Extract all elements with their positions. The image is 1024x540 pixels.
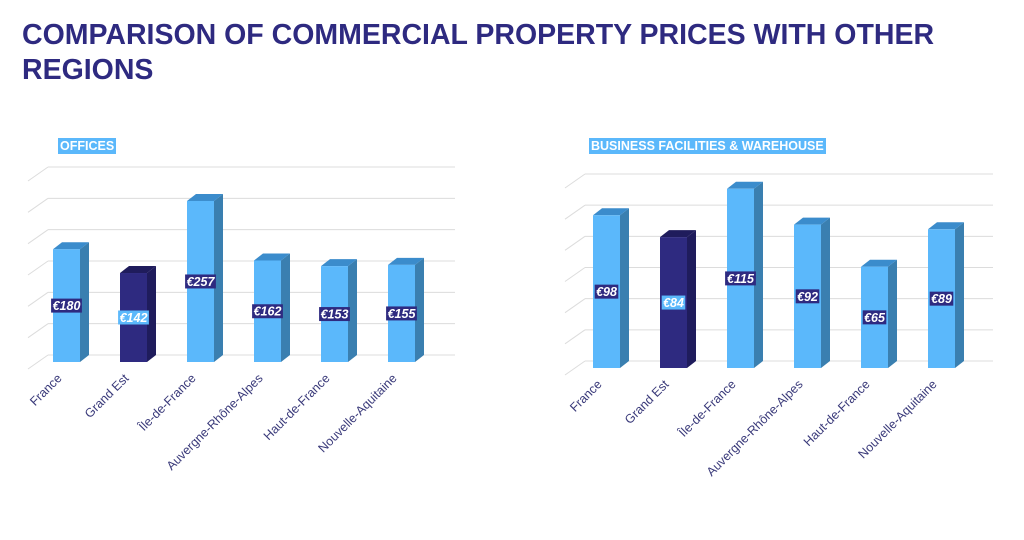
bar-side bbox=[281, 253, 290, 362]
bar-top bbox=[53, 242, 89, 250]
bar: €257 bbox=[185, 193, 223, 362]
bar-side bbox=[415, 257, 424, 362]
category-label: Île-de-France bbox=[675, 376, 739, 440]
data-label-bg bbox=[118, 310, 149, 325]
bar: €98 bbox=[593, 208, 629, 368]
bar-top bbox=[861, 259, 897, 267]
gridline-slant bbox=[27, 323, 49, 339]
bar-side bbox=[348, 259, 357, 362]
data-label: €162 bbox=[254, 305, 282, 319]
bar-side bbox=[214, 193, 223, 362]
bar-side bbox=[80, 242, 89, 362]
category-label: Haut-de-France bbox=[801, 377, 873, 449]
bar: €89 bbox=[928, 222, 964, 368]
data-label-bg bbox=[185, 274, 216, 289]
data-label: €180 bbox=[53, 299, 81, 313]
gridline-slant bbox=[564, 329, 586, 345]
chart-0: €180 France €142 Grand Est €257 Île-de-France… bbox=[27, 166, 455, 473]
gridline-slant bbox=[564, 360, 586, 376]
bar-side bbox=[754, 181, 763, 368]
bar: €142 bbox=[118, 266, 156, 362]
bar: €162 bbox=[252, 253, 290, 362]
data-label: €92 bbox=[797, 290, 818, 304]
bar-side bbox=[687, 230, 696, 368]
data-label-bg bbox=[929, 291, 954, 306]
bar: €92 bbox=[794, 217, 830, 368]
gridline-slant bbox=[27, 229, 49, 245]
data-label-bg bbox=[386, 306, 417, 321]
gridline-slant bbox=[564, 173, 586, 189]
chart-title-warehouse: BUSINESS FACILITIES & WAREHOUSE bbox=[589, 138, 826, 154]
bar-side bbox=[147, 266, 156, 362]
data-label: €89 bbox=[931, 292, 952, 306]
category-label: France bbox=[567, 377, 604, 414]
page-title: COMPARISON OF COMMERCIAL PROPERTY PRICES… bbox=[22, 19, 935, 86]
data-label-bg bbox=[725, 271, 756, 286]
bar: €115 bbox=[725, 181, 763, 368]
data-label: €142 bbox=[120, 311, 148, 325]
data-label: €98 bbox=[596, 285, 617, 299]
bar: €155 bbox=[386, 257, 424, 362]
category-label: Grand Est bbox=[622, 377, 672, 427]
bar-top bbox=[120, 266, 156, 274]
data-label: €84 bbox=[663, 296, 684, 310]
gridline-slant bbox=[27, 354, 49, 370]
category-label: Grand Est bbox=[82, 371, 132, 421]
data-label-bg bbox=[795, 289, 820, 304]
bar: €84 bbox=[660, 230, 696, 368]
bar-top bbox=[388, 257, 424, 265]
gridline-slant bbox=[564, 298, 586, 314]
category-label: France bbox=[27, 371, 64, 408]
data-label: €257 bbox=[187, 275, 216, 289]
bar-top bbox=[727, 181, 763, 189]
gridline-slant bbox=[27, 166, 49, 182]
data-label-bg bbox=[661, 295, 686, 310]
category-label: Haut-de-France bbox=[261, 371, 333, 443]
bar-top bbox=[254, 253, 290, 261]
bar-top bbox=[321, 259, 357, 267]
gridline-slant bbox=[27, 291, 49, 307]
data-label-bg bbox=[252, 304, 283, 319]
data-label-bg bbox=[51, 298, 82, 313]
gridline-slant bbox=[564, 267, 586, 282]
data-label-bg bbox=[862, 310, 887, 325]
chart-title-offices: OFFICES bbox=[58, 138, 117, 154]
bar: €65 bbox=[861, 259, 897, 368]
bar-top bbox=[660, 230, 696, 238]
bar-top bbox=[794, 217, 830, 225]
gridline-slant bbox=[564, 235, 586, 251]
gridline-slant bbox=[27, 197, 49, 213]
data-label: €155 bbox=[388, 307, 417, 321]
data-label: €115 bbox=[727, 272, 755, 286]
bar: €153 bbox=[319, 259, 357, 362]
data-label: €65 bbox=[864, 311, 886, 325]
bar-side bbox=[620, 208, 629, 368]
bar-top bbox=[928, 222, 964, 230]
bar-top bbox=[187, 193, 223, 201]
bar-side bbox=[821, 217, 830, 368]
data-label-bg bbox=[319, 307, 350, 322]
bar-top bbox=[593, 208, 629, 216]
data-label-bg bbox=[594, 284, 619, 299]
bar-side bbox=[955, 222, 964, 368]
bar-side bbox=[888, 259, 897, 368]
bar: €180 bbox=[51, 242, 89, 362]
data-label: €153 bbox=[321, 308, 349, 322]
chart-1: €98 France €84 Grand Est €115 Île-de-France €9… bbox=[564, 173, 993, 479]
category-label: Île-de-France bbox=[135, 370, 199, 434]
gridline-slant bbox=[564, 204, 586, 220]
gridline-slant bbox=[27, 260, 49, 276]
